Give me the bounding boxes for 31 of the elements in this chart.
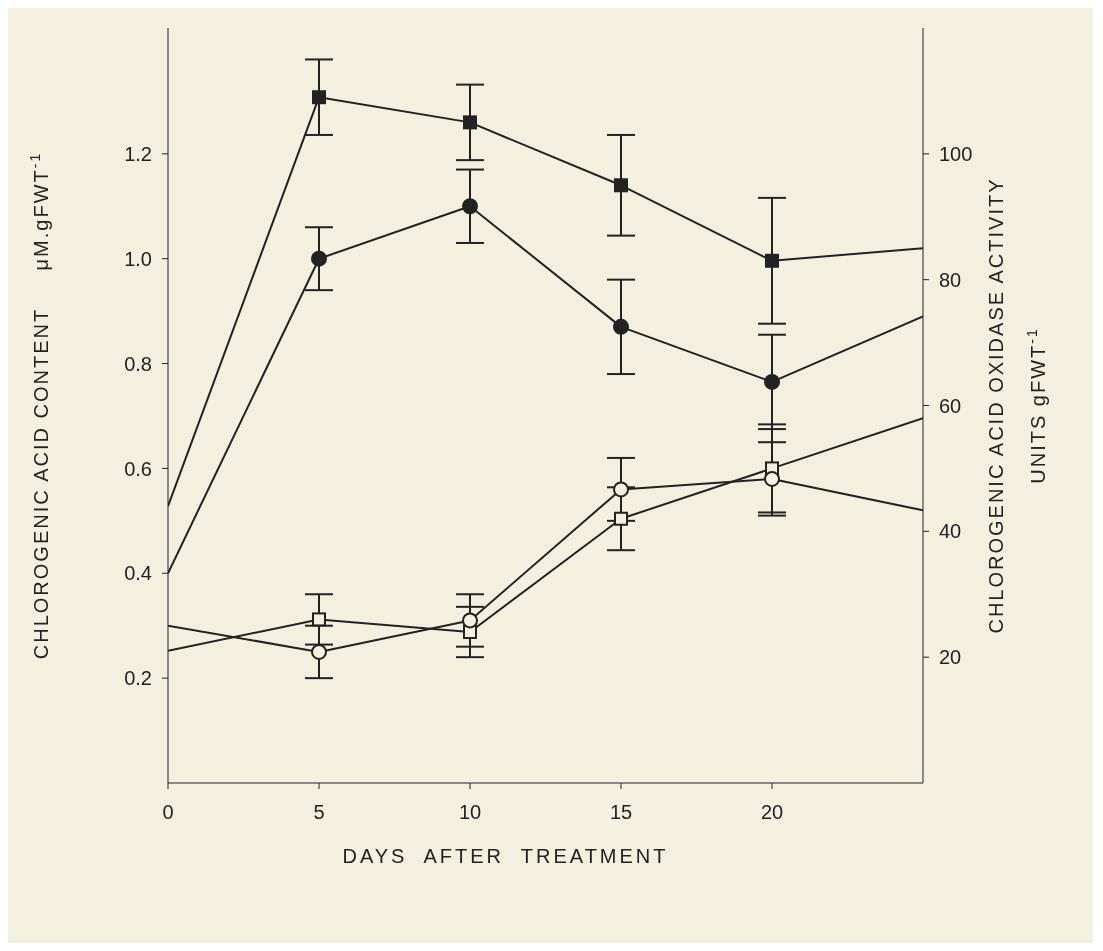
point bbox=[312, 612, 326, 627]
point bbox=[764, 470, 780, 487]
x-tick-label: 10 bbox=[458, 801, 482, 824]
point bbox=[462, 198, 478, 215]
point bbox=[463, 115, 477, 130]
point bbox=[614, 511, 628, 526]
point bbox=[764, 373, 780, 390]
y2-tick-label: 60 bbox=[939, 394, 962, 417]
point bbox=[613, 318, 629, 335]
y2-tick-label: 100 bbox=[939, 142, 973, 165]
point bbox=[614, 178, 628, 193]
x-axis-title: DAYS AFTER TREATMENT bbox=[342, 845, 669, 867]
y-tick-label: 0.6 bbox=[124, 457, 152, 480]
x-tick-label: 20 bbox=[760, 801, 784, 824]
point bbox=[311, 643, 327, 660]
y-tick-label: 1.0 bbox=[124, 247, 152, 270]
y-tick-label: 0.8 bbox=[124, 352, 152, 375]
y-tick-label: 0.4 bbox=[124, 562, 152, 585]
y2-tick-label: 80 bbox=[939, 268, 962, 291]
x-tick-label: 15 bbox=[609, 801, 633, 824]
x-tick-label: 5 bbox=[313, 801, 325, 824]
point bbox=[312, 90, 326, 105]
y-tick-label: 1.2 bbox=[124, 142, 152, 165]
point bbox=[613, 481, 629, 498]
y2-tick-label: 20 bbox=[939, 646, 962, 669]
y2-tick-label: 40 bbox=[939, 520, 962, 543]
y-tick-label: 0.2 bbox=[124, 667, 152, 690]
point bbox=[311, 250, 327, 267]
point bbox=[765, 253, 779, 268]
point bbox=[462, 612, 478, 629]
x-tick-label: 0 bbox=[162, 801, 174, 824]
